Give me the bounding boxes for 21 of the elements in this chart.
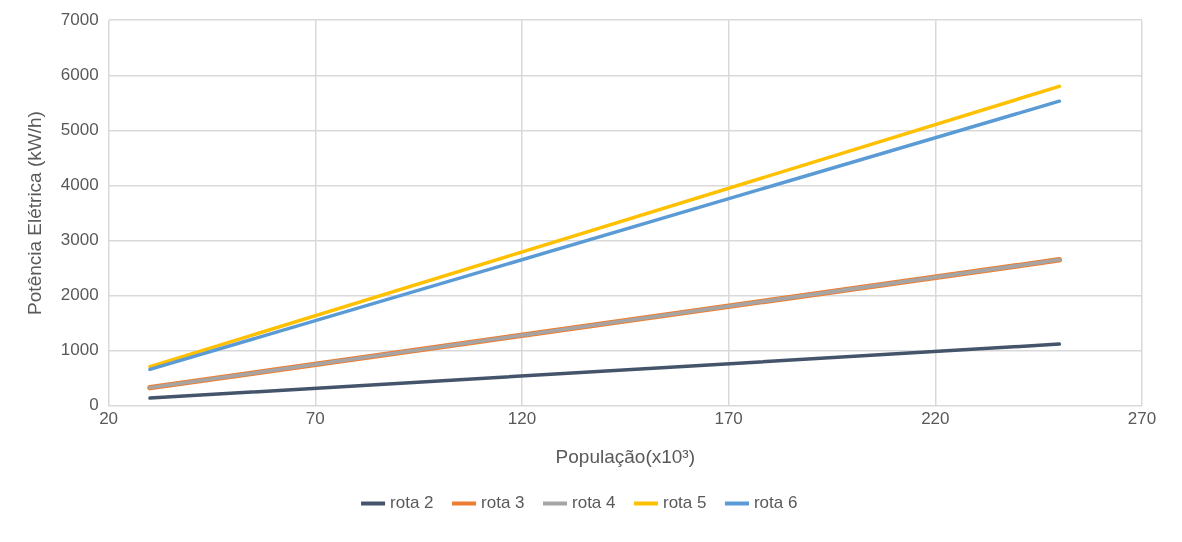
x-tick-label: 170 — [714, 408, 743, 428]
y-tick-label: 7000 — [60, 9, 99, 29]
x-tick-label: 270 — [1127, 408, 1157, 428]
legend-label: rota 3 — [481, 493, 525, 513]
x-tick-label: 20 — [99, 408, 119, 428]
y-tick-label: 3000 — [60, 230, 99, 250]
y-tick-label: 0 — [89, 395, 99, 415]
legend-label: rota 2 — [390, 493, 434, 513]
y-tick-label: 5000 — [60, 120, 99, 140]
legend-label: rota 5 — [662, 493, 707, 513]
x-tick-label: 120 — [507, 408, 537, 428]
x-axis-title: População(x10³) — [555, 445, 696, 467]
legend-label: rota 4 — [572, 493, 616, 513]
y-axis-title: Potência Elétrica (kW/h) — [23, 111, 45, 315]
x-tick-label: 220 — [921, 408, 950, 428]
x-tick-label: 70 — [305, 408, 325, 428]
y-tick-label: 1000 — [60, 340, 99, 360]
legend-label: rota 6 — [753, 493, 798, 513]
y-tick-label: 6000 — [60, 64, 99, 84]
y-tick-label: 4000 — [60, 175, 99, 195]
y-tick-label: 2000 — [60, 285, 99, 305]
